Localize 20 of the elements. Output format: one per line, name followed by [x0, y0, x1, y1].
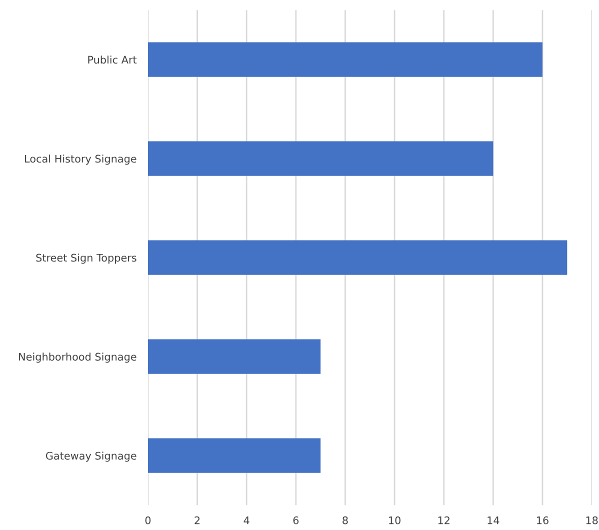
x-tick-label: 2	[194, 516, 200, 524]
x-tick-label: 0	[145, 516, 151, 524]
bar	[148, 42, 542, 77]
y-tick-label: Street Sign Toppers	[36, 254, 136, 264]
y-tick-label: Local History Signage	[25, 154, 136, 165]
x-tick-label: 10	[389, 516, 400, 524]
y-tick-label: Public Art	[88, 56, 137, 64]
bar	[148, 339, 321, 374]
y-tick-label: Neighborhood Signage	[19, 352, 136, 363]
bar	[148, 240, 568, 275]
x-tick-label: 4	[244, 516, 250, 524]
x-tick-label: 12	[438, 516, 450, 524]
x-tick-label: 16	[537, 516, 548, 524]
x-tick-label: 14	[488, 516, 500, 524]
x-tick-label: 6	[293, 516, 299, 524]
bar	[148, 141, 494, 176]
bar	[148, 438, 321, 473]
x-tick-label: 18	[586, 516, 598, 524]
x-tick-label: 8	[342, 516, 348, 524]
y-tick-label: Gateway Signage	[46, 452, 136, 462]
